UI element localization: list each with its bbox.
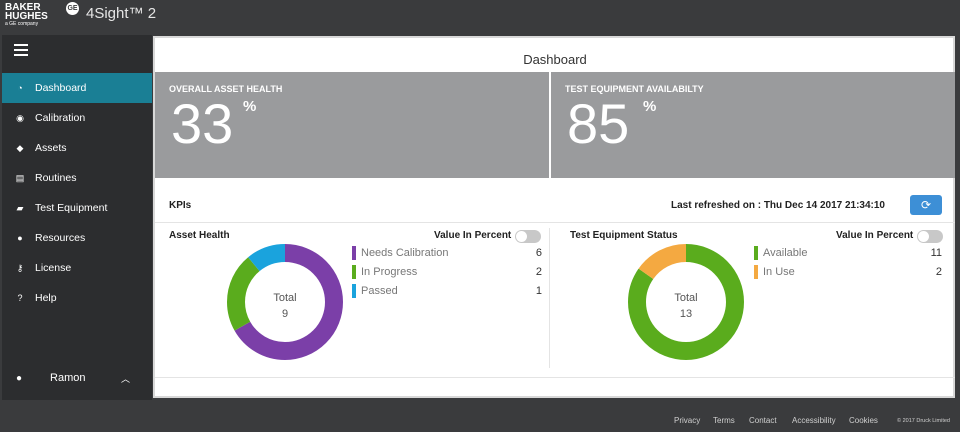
legend-label: Passed	[361, 285, 398, 297]
key-icon: ⚷	[16, 262, 24, 273]
sidebar-item-test-equipment[interactable]: ▰ Test Equipment	[2, 193, 152, 223]
donut-center: Total 9	[255, 290, 315, 322]
list-icon: ▤	[15, 172, 25, 183]
sidebar-item-label: Test Equipment	[35, 202, 108, 214]
footer-link-contact[interactable]: Contact	[749, 416, 777, 425]
legend-label: Needs Calibration	[361, 247, 449, 259]
legend-needs-calibration: Needs Calibration 6	[352, 245, 542, 261]
test-equipment-status-donut	[628, 244, 744, 360]
logo-line-2: HUGHES	[5, 11, 48, 22]
value-in-percent-label: Value In Percent	[836, 230, 914, 241]
legend-swatch	[352, 284, 356, 298]
refresh-button[interactable]: ⟳	[910, 195, 942, 215]
donut-slice-in-use	[628, 244, 744, 360]
sidebar-item-license[interactable]: ⚷ License	[2, 253, 152, 283]
sidebar-item-label: Resources	[35, 232, 86, 244]
copyright: © 2017 Druck Limited	[897, 418, 950, 424]
legend-in-progress: In Progress 2	[352, 264, 542, 280]
test-equipment-availability-tile: TEST EQUIPMENT AVAILABILTY 85 %	[551, 72, 955, 178]
main-panel: Dashboard OVERALL ASSET HEALTH 33 % TEST…	[153, 36, 955, 398]
legend-swatch	[352, 265, 356, 279]
baker-hughes-logo: BAKER HUGHES a GE company	[5, 2, 48, 28]
donut-slice-in-progress	[227, 244, 343, 360]
calibration-icon: ◉	[16, 112, 24, 123]
kpis-label: KPIs	[169, 200, 192, 211]
value-in-percent-label: Value In Percent	[434, 230, 512, 241]
briefcase-icon: ▰	[16, 202, 24, 213]
sidebar-item-help[interactable]: ? Help	[2, 283, 152, 313]
legend-swatch	[754, 246, 758, 260]
footer-link-accessibility[interactable]: Accessibility	[792, 416, 836, 425]
legend-value: 2	[935, 266, 942, 278]
sidebar-item-label: Routines	[35, 172, 77, 184]
sidebar-item-calibration[interactable]: ◉ Calibration	[2, 103, 152, 133]
percent-sign: %	[643, 98, 657, 115]
sidebar-item-dashboard[interactable]: ◔ Dashboard	[2, 73, 152, 103]
sidebar: ◔ Dashboard ◉ Calibration ◆ Assets ▤ Rou…	[2, 35, 152, 400]
user-name: Ramon	[50, 372, 86, 384]
sidebar-item-label: Calibration	[35, 112, 86, 124]
sidebar-item-assets[interactable]: ◆ Assets	[2, 133, 152, 163]
user-icon: ●	[16, 372, 23, 384]
value-in-percent-toggle[interactable]	[917, 230, 943, 243]
legend-label: In Use	[763, 266, 795, 278]
legend-label: In Progress	[361, 266, 418, 278]
tag-icon: ◆	[16, 142, 24, 153]
sidebar-item-label: Help	[35, 292, 57, 304]
chevron-up-icon: ︿	[120, 373, 130, 384]
top-bar: BAKER HUGHES a GE company GE 4Sight™ 2	[0, 0, 960, 30]
legend-available: Available 11	[754, 245, 942, 261]
total-label: Total	[273, 292, 297, 304]
refresh-icon: ⟳	[920, 198, 932, 212]
help-icon: ?	[17, 293, 23, 303]
legend-label: Available	[763, 247, 808, 259]
legend-passed: Passed 1	[352, 283, 542, 299]
sidebar-item-routines[interactable]: ▤ Routines	[2, 163, 152, 193]
value-in-percent-toggle[interactable]	[515, 230, 541, 243]
hamburger-menu-icon[interactable]	[14, 44, 28, 59]
total-value: 9	[281, 308, 289, 320]
legend-value: 1	[535, 285, 542, 297]
total-value: 13	[679, 308, 693, 320]
last-refreshed-text: Last refreshed on : Thu Dec 14 2017 21:3…	[671, 200, 885, 211]
logo-subtitle: a GE company	[5, 21, 39, 27]
percent-sign: %	[243, 98, 257, 115]
sidebar-item-label: License	[35, 262, 72, 274]
divider	[155, 222, 955, 223]
test-equipment-status-title: Test Equipment Status	[570, 230, 678, 241]
donut-slice-passed	[227, 244, 343, 360]
legend-value: 6	[535, 247, 542, 259]
logo-line-1: BAKER	[5, 2, 41, 13]
sidebar-item-label: Assets	[35, 142, 67, 154]
footer-link-terms[interactable]: Terms	[713, 416, 735, 425]
ge-logo-icon: GE	[66, 2, 79, 15]
tile-value: 85	[567, 92, 630, 155]
overall-asset-health-tile: OVERALL ASSET HEALTH 33 %	[155, 72, 549, 178]
sidebar-item-label: Dashboard	[35, 82, 87, 94]
tile-value: 33	[171, 92, 234, 155]
tile-label: TEST EQUIPMENT AVAILABILTY	[565, 84, 704, 94]
divider	[549, 228, 550, 368]
app-title: 4Sight™ 2	[86, 5, 157, 22]
donut-center: Total 13	[656, 290, 716, 322]
asset-health-title: Asset Health	[169, 230, 230, 241]
person-icon: ●	[17, 233, 23, 243]
total-label: Total	[674, 292, 698, 304]
divider	[155, 377, 955, 378]
legend-value: 11	[930, 247, 942, 259]
sidebar-item-resources[interactable]: ● Resources	[2, 223, 152, 253]
asset-health-donut	[227, 244, 343, 360]
page-title: Dashboard	[523, 52, 587, 67]
sidebar-nav: ◔ Dashboard ◉ Calibration ◆ Assets ▤ Rou…	[2, 73, 152, 313]
footer-link-cookies[interactable]: Cookies	[849, 416, 878, 425]
legend-value: 2	[535, 266, 542, 278]
footer-link-privacy[interactable]: Privacy	[674, 416, 701, 425]
legend-swatch	[754, 265, 758, 279]
user-menu[interactable]: ● Ramon ︿	[2, 363, 152, 393]
dashboard-icon: ◔	[17, 83, 23, 93]
legend-in-use: In Use 2	[754, 264, 942, 280]
tile-label: OVERALL ASSET HEALTH	[169, 84, 283, 94]
legend-swatch	[352, 246, 356, 260]
